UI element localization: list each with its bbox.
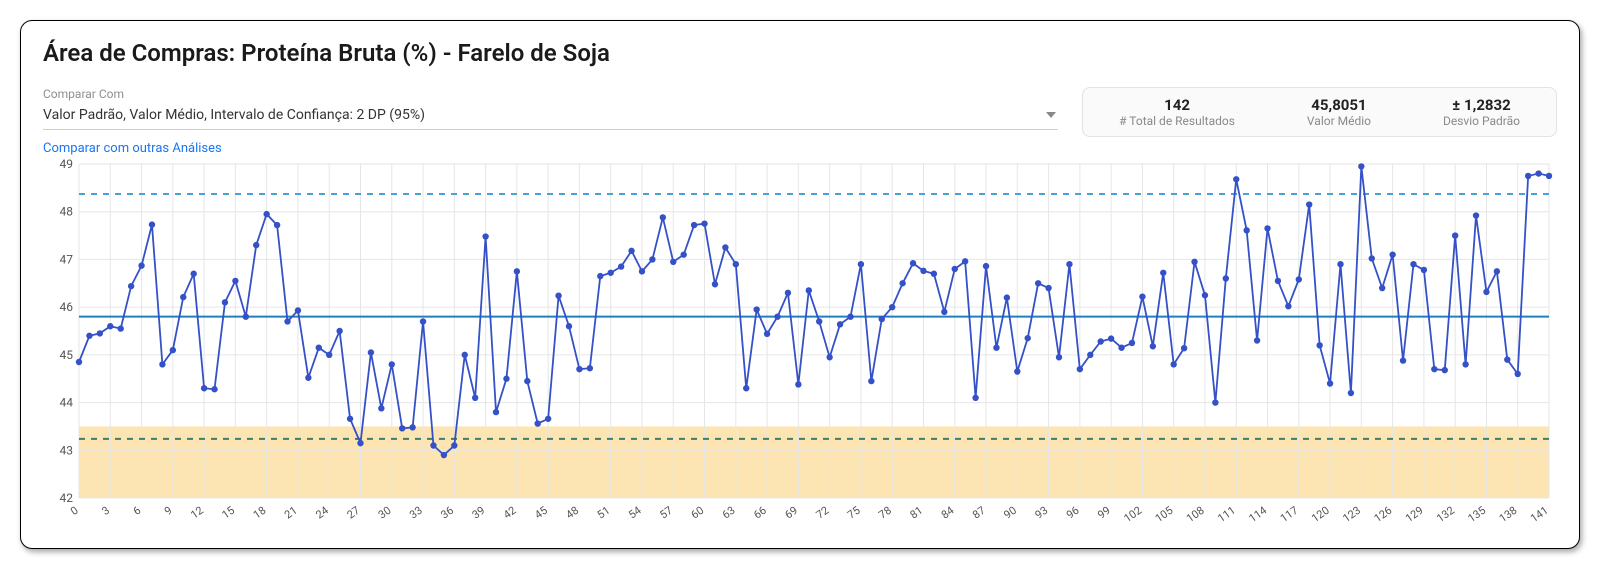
page-title: Área de Compras: Proteína Bruta (%) - Fa… xyxy=(43,39,1557,67)
svg-text:43: 43 xyxy=(60,443,74,457)
svg-text:81: 81 xyxy=(908,504,926,522)
svg-text:15: 15 xyxy=(220,504,238,522)
svg-text:114: 114 xyxy=(1247,504,1270,525)
svg-text:47: 47 xyxy=(60,252,74,266)
stat-total-label: # Total de Resultados xyxy=(1119,114,1235,128)
svg-text:44: 44 xyxy=(60,396,74,410)
svg-text:96: 96 xyxy=(1064,504,1082,522)
svg-text:90: 90 xyxy=(1001,504,1019,522)
svg-text:3: 3 xyxy=(99,504,112,518)
svg-text:60: 60 xyxy=(689,504,707,522)
compare-label: Comparar Com xyxy=(43,87,1058,101)
svg-text:87: 87 xyxy=(970,504,988,522)
svg-text:46: 46 xyxy=(60,300,74,314)
stat-mean-label: Valor Médio xyxy=(1307,114,1371,128)
svg-text:132: 132 xyxy=(1434,504,1457,525)
topbar: Comparar Com Valor Padrão, Valor Médio, … xyxy=(43,87,1557,137)
svg-text:102: 102 xyxy=(1121,504,1144,525)
svg-text:12: 12 xyxy=(188,504,206,522)
svg-text:129: 129 xyxy=(1403,504,1426,525)
svg-text:24: 24 xyxy=(313,504,331,522)
compare-link-row: Comparar com outras Análises xyxy=(43,141,1557,156)
svg-text:75: 75 xyxy=(845,504,863,522)
svg-text:9: 9 xyxy=(162,504,175,518)
svg-text:84: 84 xyxy=(939,504,957,522)
stat-mean-value: 45,8051 xyxy=(1307,96,1371,114)
svg-text:51: 51 xyxy=(595,504,613,522)
svg-text:21: 21 xyxy=(282,504,300,522)
svg-text:45: 45 xyxy=(60,348,74,362)
svg-text:108: 108 xyxy=(1184,504,1207,525)
svg-text:54: 54 xyxy=(626,504,644,522)
compare-value: Valor Padrão, Valor Médio, Intervalo de … xyxy=(43,107,425,123)
svg-text:120: 120 xyxy=(1309,504,1332,525)
svg-text:45: 45 xyxy=(532,504,550,522)
svg-text:69: 69 xyxy=(782,504,800,522)
svg-text:18: 18 xyxy=(251,504,269,522)
svg-text:99: 99 xyxy=(1095,504,1113,522)
stats-bar: 142 # Total de Resultados 45,8051 Valor … xyxy=(1082,87,1557,137)
chart-container: 4243444546474849036912151821242730333639… xyxy=(43,158,1557,538)
svg-text:66: 66 xyxy=(751,504,769,522)
svg-text:30: 30 xyxy=(376,504,394,522)
compare-other-link[interactable]: Comparar com outras Análises xyxy=(43,141,222,156)
svg-text:63: 63 xyxy=(720,504,738,522)
svg-text:0: 0 xyxy=(68,504,81,518)
svg-text:141: 141 xyxy=(1528,504,1551,525)
svg-text:42: 42 xyxy=(60,491,74,505)
svg-text:48: 48 xyxy=(564,504,582,522)
svg-text:117: 117 xyxy=(1278,504,1301,525)
svg-text:126: 126 xyxy=(1372,504,1395,525)
svg-text:57: 57 xyxy=(657,504,675,522)
svg-text:6: 6 xyxy=(131,504,144,518)
stat-total: 142 # Total de Resultados xyxy=(1083,96,1271,128)
svg-text:33: 33 xyxy=(407,504,425,522)
svg-text:123: 123 xyxy=(1340,504,1363,525)
svg-text:78: 78 xyxy=(876,504,894,522)
svg-text:48: 48 xyxy=(60,205,74,219)
stat-total-value: 142 xyxy=(1119,96,1235,114)
svg-text:39: 39 xyxy=(470,504,488,522)
stat-stddev-label: Desvio Padrão xyxy=(1443,114,1520,128)
svg-text:72: 72 xyxy=(814,504,832,522)
svg-text:27: 27 xyxy=(345,504,363,522)
svg-text:93: 93 xyxy=(1033,504,1051,522)
compare-container: Comparar Com Valor Padrão, Valor Médio, … xyxy=(43,87,1058,137)
chevron-down-icon xyxy=(1046,112,1056,118)
svg-text:105: 105 xyxy=(1153,504,1176,525)
stat-stddev: ± 1,2832 Desvio Padrão xyxy=(1407,96,1556,128)
svg-text:111: 111 xyxy=(1215,504,1238,525)
chart-svg: 4243444546474849036912151821242730333639… xyxy=(43,158,1559,538)
stat-stddev-value: ± 1,2832 xyxy=(1443,96,1520,114)
svg-text:36: 36 xyxy=(438,504,456,522)
svg-text:138: 138 xyxy=(1497,504,1520,525)
svg-text:49: 49 xyxy=(60,158,74,171)
svg-text:42: 42 xyxy=(501,504,519,522)
stat-mean: 45,8051 Valor Médio xyxy=(1271,96,1407,128)
analysis-panel: Área de Compras: Proteína Bruta (%) - Fa… xyxy=(20,20,1580,549)
compare-select[interactable]: Valor Padrão, Valor Médio, Intervalo de … xyxy=(43,103,1058,130)
svg-text:135: 135 xyxy=(1466,504,1489,525)
